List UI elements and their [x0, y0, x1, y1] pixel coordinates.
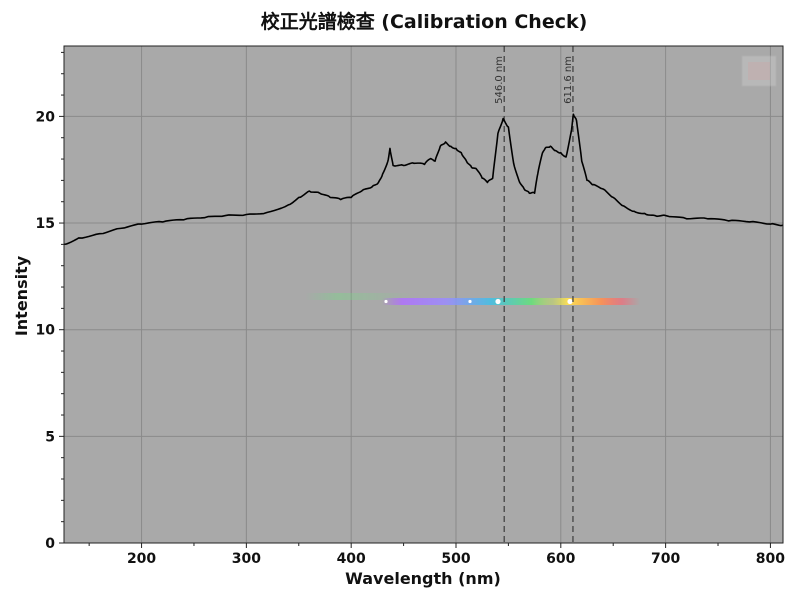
calibration-icon — [741, 55, 777, 87]
spectrum-dot-2 — [468, 299, 472, 304]
intensity-line — [63, 113, 784, 246]
spectrum-dot-1 — [384, 299, 388, 304]
x-tick-label: 500 — [441, 551, 470, 567]
y-tick-label: 10 — [36, 323, 56, 339]
y-tick-label: 5 — [45, 429, 55, 445]
x-tick-label: 200 — [127, 551, 156, 567]
y-tick-label: 20 — [36, 109, 56, 125]
x-tick-label: 600 — [546, 551, 575, 567]
plot-frame — [63, 45, 784, 544]
x-tick-label: 300 — [232, 551, 261, 567]
x-tick-label: 700 — [651, 551, 680, 567]
chart-title: 校正光譜檢查 (Calibration Check) — [261, 10, 588, 33]
grid-lines — [64, 46, 783, 544]
y-tick-label: 15 — [36, 216, 55, 232]
spectrum-dot-3 — [495, 298, 501, 305]
reference-line-label: 546.0 nm — [494, 56, 505, 104]
reference-lines: 546.0 nm 611.6 nm — [494, 46, 574, 543]
y-axis-label: Intensity — [12, 255, 31, 336]
spectrum-strip — [305, 293, 640, 305]
axis-ticks: 200 300 400 500 600 700 800 0 5 10 15 20 — [36, 51, 785, 567]
x-tick-label: 800 — [756, 551, 785, 567]
x-tick-label: 400 — [337, 551, 366, 567]
plot-background — [64, 46, 783, 543]
x-axis-label: Wavelength (nm) — [345, 569, 501, 588]
y-tick-label: 0 — [45, 536, 55, 552]
reference-line-label: 611.6 nm — [563, 56, 574, 104]
spectrum-dot-4 — [567, 298, 573, 305]
